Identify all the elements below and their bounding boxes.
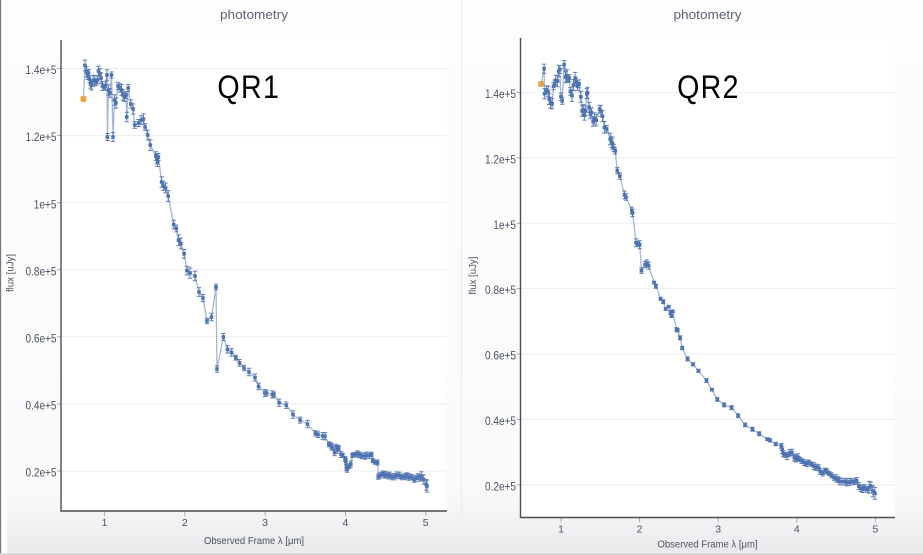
svg-text:0.4e+5: 0.4e+5 (26, 399, 57, 413)
svg-text:4: 4 (342, 517, 348, 529)
svg-text:photometry: photometry (674, 7, 743, 22)
svg-text:0.8e+5: 0.8e+5 (485, 283, 516, 297)
svg-text:2: 2 (182, 517, 188, 529)
svg-text:1.2e+5: 1.2e+5 (485, 152, 516, 166)
svg-text:0.6e+5: 0.6e+5 (26, 331, 57, 345)
svg-text:1e+5: 1e+5 (493, 218, 516, 232)
svg-text:QR1: QR1 (217, 69, 280, 105)
svg-text:1.4e+5: 1.4e+5 (26, 63, 57, 77)
svg-text:3: 3 (715, 524, 721, 536)
svg-text:flux [uJy]: flux [uJy] (467, 257, 479, 295)
svg-text:2: 2 (637, 524, 643, 536)
svg-text:1.4e+5: 1.4e+5 (485, 87, 516, 101)
svg-text:0.4e+5: 0.4e+5 (485, 414, 516, 428)
svg-text:1.2e+5: 1.2e+5 (26, 130, 57, 144)
svg-text:0.2e+5: 0.2e+5 (26, 466, 57, 480)
svg-text:0.2e+5: 0.2e+5 (485, 479, 516, 493)
svg-text:3: 3 (262, 517, 268, 529)
svg-text:0.6e+5: 0.6e+5 (485, 349, 516, 363)
svg-text:1: 1 (558, 524, 564, 536)
svg-text:0.8e+5: 0.8e+5 (26, 264, 57, 278)
svg-text:4: 4 (794, 524, 800, 536)
svg-text:flux [uJy]: flux [uJy] (5, 254, 17, 292)
svg-text:QR2: QR2 (677, 69, 740, 105)
svg-text:Observed Frame λ [μm]: Observed Frame λ [μm] (658, 539, 758, 550)
svg-text:photometry: photometry (220, 7, 289, 22)
svg-text:5: 5 (423, 517, 429, 529)
svg-text:1: 1 (102, 517, 108, 529)
svg-text:Observed Frame λ [μm]: Observed Frame λ [μm] (204, 536, 304, 547)
svg-text:1e+5: 1e+5 (34, 197, 57, 211)
svg-text:5: 5 (872, 524, 878, 536)
